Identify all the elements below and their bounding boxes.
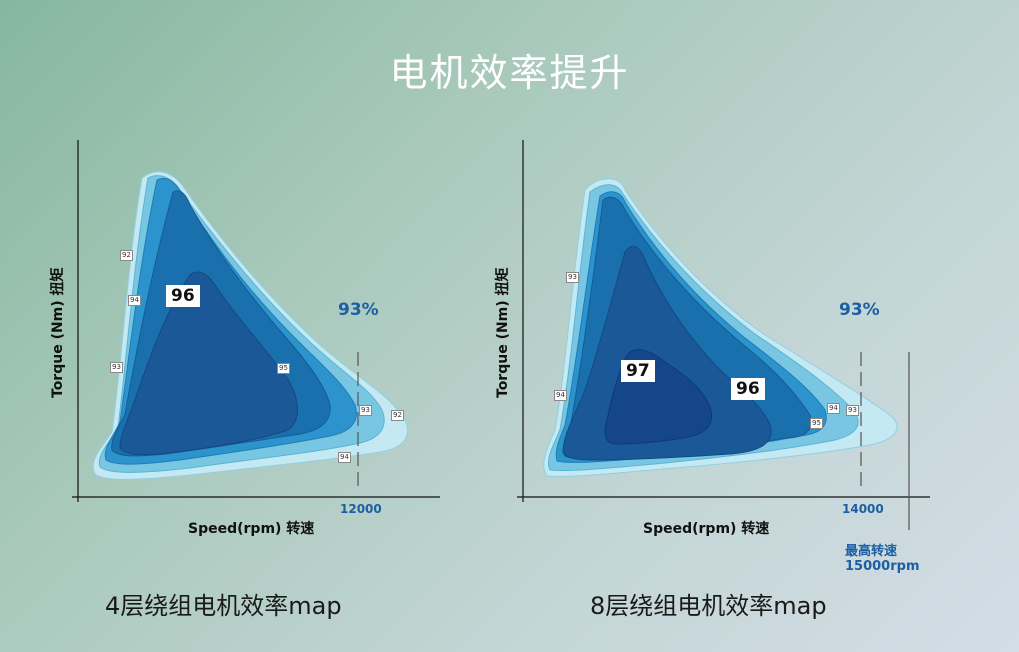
contour-label: 94 xyxy=(128,295,141,306)
highlight-efficiency-label: 93% xyxy=(839,300,880,320)
contour-label: 94 xyxy=(338,452,351,463)
zone-label: 96 xyxy=(731,378,765,400)
y-axis-label: Torque (Nm) 扭矩 xyxy=(495,267,511,398)
contour-label: 92 xyxy=(391,410,404,421)
x-tick-label: 14000 xyxy=(842,502,884,516)
contour-label: 94 xyxy=(554,390,567,401)
contour-label: 95 xyxy=(810,418,823,429)
contour-label: 93 xyxy=(359,405,372,416)
contour-label: 95 xyxy=(277,363,290,374)
max-speed-note: 最高转速15000rpm xyxy=(845,544,920,574)
contour-label: 94 xyxy=(827,403,840,414)
contour-label: 92 xyxy=(120,250,133,261)
efficiency-map-4-layer xyxy=(72,140,440,502)
x-tick-label: 12000 xyxy=(340,502,382,516)
contour-level-5 xyxy=(119,271,298,456)
caption-8-layer: 8层绕组电机效率map xyxy=(590,592,827,620)
highlight-efficiency-label: 93% xyxy=(338,300,379,320)
chart-panel-8-layer: Torque (Nm) 扭矩 Speed(rpm) 转速 93% 14000 最… xyxy=(475,130,955,574)
x-axis-label: Speed(rpm) 转速 xyxy=(643,521,770,537)
page-title: 电机效率提升 xyxy=(389,51,630,95)
y-axis-label: Torque (Nm) 扭矩 xyxy=(50,267,66,398)
chart-panel-4-layer: Torque (Nm) 扭矩 Speed(rpm) 转速 93% 12000 9… xyxy=(30,130,510,560)
contour-label: 93 xyxy=(110,362,123,373)
efficiency-map-8-layer xyxy=(517,140,930,530)
zone-label: 97 xyxy=(621,360,655,382)
zone-label: 96 xyxy=(166,285,200,307)
x-axis-label: Speed(rpm) 转速 xyxy=(188,521,315,537)
contour-label: 93 xyxy=(846,405,859,416)
contour-label: 93 xyxy=(566,272,579,283)
caption-4-layer: 4层绕组电机效率map xyxy=(105,592,342,620)
